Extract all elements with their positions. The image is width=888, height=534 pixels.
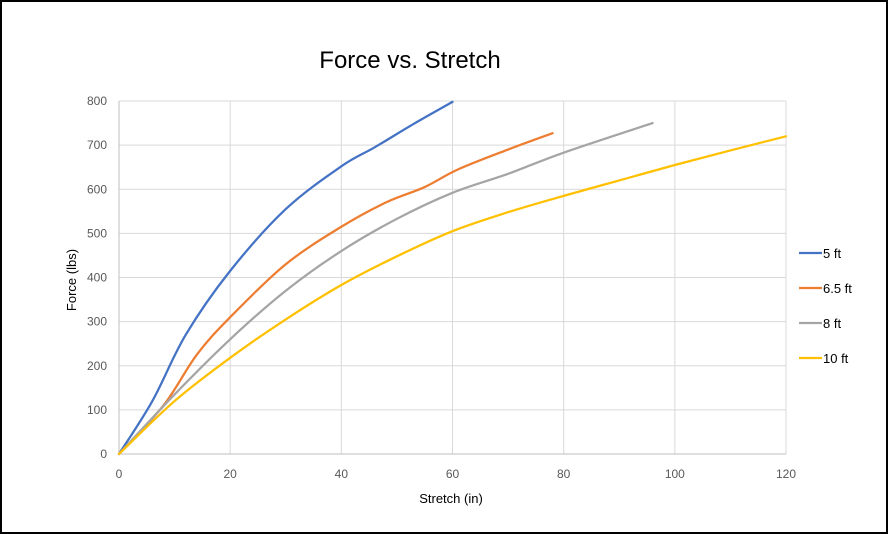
y-tick-label: 300 [87,315,107,329]
chart-title: Force vs. Stretch [319,47,500,74]
axes [118,101,786,455]
series-lines [117,100,788,456]
series-line-6-5-ft [117,132,554,456]
legend-label-5-ft: 5 ft [823,246,841,261]
y-tick-label: 100 [87,403,107,417]
series-line-8-ft [117,121,654,456]
x-tick-label: 60 [446,467,460,481]
y-tick-label: 600 [87,182,107,196]
y-tick-label: 500 [87,226,107,240]
y-tick-label: 400 [87,271,107,285]
series-line-5-ft [117,100,454,456]
x-tick-label: 100 [665,467,685,481]
grid-lines [119,100,787,454]
legend-label-6-5-ft: 6.5 ft [823,281,852,296]
x-tick-label: 0 [116,467,123,481]
y-tick-label: 0 [100,447,107,461]
y-tick-label: 800 [87,94,107,108]
y-tick-label: 700 [87,138,107,152]
legend-label-10-ft: 10 ft [823,351,849,366]
x-axis-label: Stretch (in) [419,491,483,506]
x-tick-label: 120 [776,467,796,481]
x-tick-label: 40 [335,467,349,481]
x-tick-label: 80 [557,467,571,481]
tick-labels: 0 20 40 60 80 100 120 0 100 200 300 400 500 600 700 800 [87,94,796,481]
series-line-10-ft [117,135,788,456]
legend: 5 ft 6.5 ft 8 ft 10 ft [799,246,852,366]
y-axis-label: Force (lbs) [64,249,79,311]
y-tick-label: 200 [87,359,107,373]
legend-label-8-ft: 8 ft [823,316,841,331]
x-tick-label: 20 [223,467,237,481]
